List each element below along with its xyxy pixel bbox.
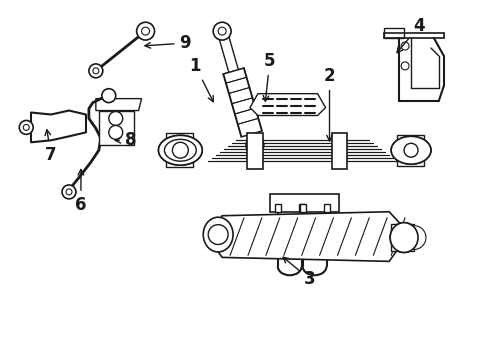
Polygon shape <box>99 111 134 145</box>
Circle shape <box>19 121 33 134</box>
Polygon shape <box>300 204 306 212</box>
Text: 1: 1 <box>190 57 213 102</box>
Polygon shape <box>215 212 401 261</box>
Polygon shape <box>384 28 404 38</box>
Polygon shape <box>223 68 262 137</box>
Circle shape <box>401 42 409 50</box>
Polygon shape <box>299 204 305 212</box>
Circle shape <box>213 22 231 40</box>
Text: 9: 9 <box>145 34 191 52</box>
Text: 5: 5 <box>263 52 275 101</box>
Polygon shape <box>391 224 414 251</box>
Text: 4: 4 <box>397 17 425 53</box>
Ellipse shape <box>203 217 233 252</box>
Circle shape <box>62 185 76 199</box>
Text: 8: 8 <box>115 131 136 149</box>
Circle shape <box>404 143 418 157</box>
Polygon shape <box>270 194 340 212</box>
Circle shape <box>172 142 188 158</box>
Polygon shape <box>397 135 424 166</box>
Polygon shape <box>250 94 325 116</box>
Polygon shape <box>332 133 347 169</box>
Circle shape <box>142 27 149 35</box>
Polygon shape <box>96 99 142 111</box>
Ellipse shape <box>391 136 431 164</box>
Text: 2: 2 <box>324 67 335 141</box>
Circle shape <box>408 231 420 243</box>
Circle shape <box>109 125 122 139</box>
Polygon shape <box>275 204 281 212</box>
Polygon shape <box>323 204 329 212</box>
Ellipse shape <box>390 223 418 252</box>
Ellipse shape <box>390 223 418 252</box>
Ellipse shape <box>391 136 431 164</box>
Circle shape <box>218 27 226 35</box>
Circle shape <box>208 225 228 244</box>
Circle shape <box>401 62 409 70</box>
Circle shape <box>402 226 426 249</box>
Polygon shape <box>247 133 263 169</box>
Circle shape <box>109 112 122 125</box>
Circle shape <box>172 142 188 158</box>
Text: 7: 7 <box>45 130 57 164</box>
Circle shape <box>93 68 99 74</box>
Circle shape <box>23 125 29 130</box>
Circle shape <box>102 89 116 103</box>
Circle shape <box>66 189 72 195</box>
Ellipse shape <box>158 135 202 165</box>
Ellipse shape <box>158 135 202 165</box>
Circle shape <box>246 136 264 154</box>
Circle shape <box>251 141 259 149</box>
Circle shape <box>404 143 418 157</box>
Text: 3: 3 <box>283 257 316 288</box>
Polygon shape <box>167 133 193 167</box>
Text: 6: 6 <box>75 170 87 214</box>
Circle shape <box>89 64 103 78</box>
Circle shape <box>137 22 154 40</box>
